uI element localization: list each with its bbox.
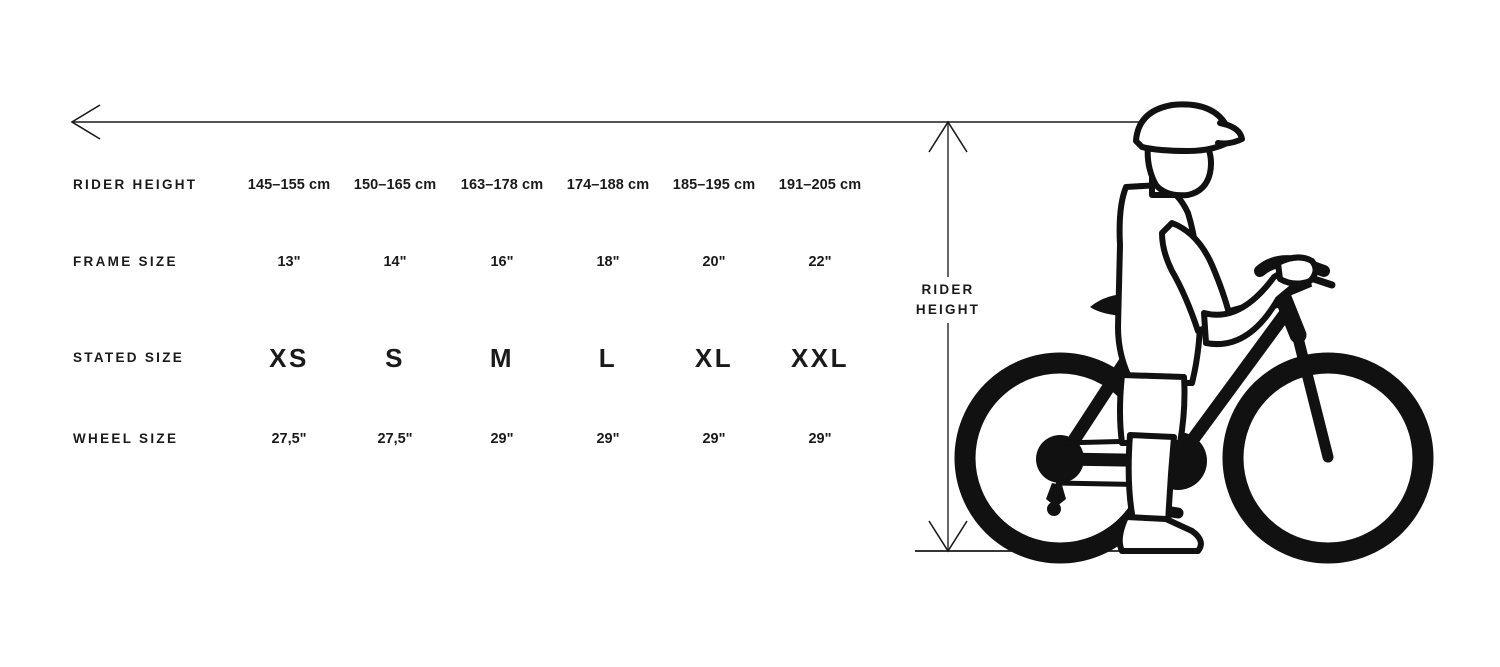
cell-stated-size-5: XL (694, 343, 734, 373)
rider-height-label-line1: RIDER (921, 282, 975, 297)
rider-figure (1115, 101, 1319, 554)
table-row: RIDER HEIGHT 145–155 cm 150–165 cm 163–1… (73, 171, 873, 199)
cell-rider-height-4: 174–188 cm (566, 177, 650, 193)
cell-frame-size-2: 14" (383, 254, 407, 270)
cell-frame-size-5: 20" (702, 254, 726, 270)
cell-wheel-size-2: 27,5" (377, 431, 413, 447)
rider-height-label-line2: HEIGHT (915, 302, 981, 317)
cell-stated-size-1: XS (269, 343, 309, 373)
row-label-rider-height: RIDER HEIGHT (73, 177, 198, 192)
row-label-wheel-size: WHEEL SIZE (73, 431, 179, 446)
shoe (1116, 514, 1204, 554)
upper-arm (1159, 220, 1233, 334)
shorts (1117, 372, 1188, 446)
cyclist-bike-illustration (954, 101, 1434, 564)
derailleur-pulley (1047, 502, 1061, 516)
cell-frame-size-4: 18" (596, 254, 620, 270)
cell-rider-height-2: 150–165 cm (353, 177, 437, 193)
cassette (1036, 435, 1084, 483)
cell-rider-height-1: 145–155 cm (247, 177, 331, 193)
front-wheel (1222, 352, 1434, 564)
fork (1290, 324, 1334, 463)
cell-stated-size-4: L (598, 343, 618, 373)
cell-wheel-size-3: 29" (490, 431, 514, 447)
table-row: STATED SIZE XS S M L XL XXL (73, 344, 873, 372)
cell-rider-height-3: 163–178 cm (460, 177, 544, 193)
cell-wheel-size-5: 29" (702, 431, 726, 447)
cell-frame-size-6: 22" (808, 254, 832, 270)
cell-wheel-size-4: 29" (596, 431, 620, 447)
cell-frame-size-3: 16" (490, 254, 514, 270)
rider-height-dimension-label: RIDER HEIGHT (905, 277, 991, 323)
down-tube (1173, 303, 1295, 464)
hand (1275, 254, 1319, 287)
left-arrowhead-icon (70, 104, 101, 140)
cell-wheel-size-6: 29" (808, 431, 832, 447)
cell-stated-size-6: XXL (790, 343, 850, 373)
row-label-stated-size: STATED SIZE (73, 350, 185, 365)
cell-stated-size-3: M (489, 343, 515, 373)
table-row: WHEEL SIZE 27,5" 27,5" 29" 29" 29" 29" (73, 425, 873, 453)
cell-stated-size-2: S (385, 343, 405, 373)
cell-rider-height-5: 185–195 cm (672, 177, 756, 193)
helmet-brim (1215, 120, 1245, 147)
cell-frame-size-1: 13" (277, 254, 301, 270)
cell-wheel-size-1: 27,5" (271, 431, 307, 447)
rear-derailleur (1046, 483, 1066, 507)
table-row: FRAME SIZE 13" 14" 16" 18" 20" 22" (73, 248, 873, 276)
cell-rider-height-6: 191–205 cm (778, 177, 862, 193)
row-label-frame-size: FRAME SIZE (73, 254, 178, 269)
leg (1125, 432, 1177, 528)
